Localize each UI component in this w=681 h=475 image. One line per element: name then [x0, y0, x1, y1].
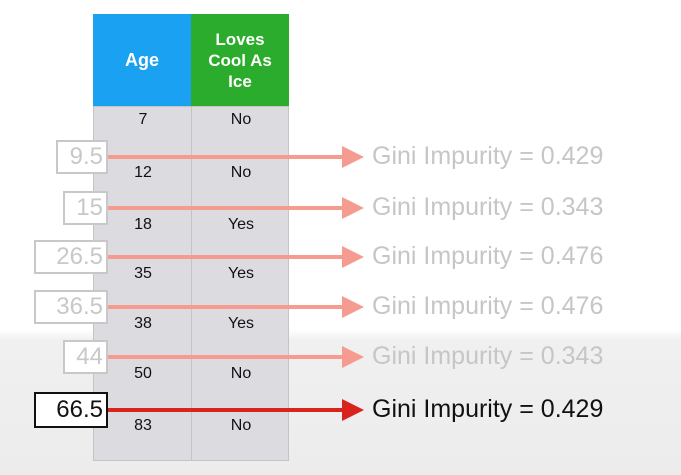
- loves-cell: No: [230, 365, 252, 382]
- age-cell: 83: [134, 417, 152, 434]
- arrow-shaft: [106, 155, 344, 159]
- loves-cool-as-ice-header: Loves Cool As Ice: [191, 14, 289, 106]
- loves-cell: Yes: [227, 216, 255, 233]
- age-cell: 50: [134, 365, 152, 382]
- threshold-value-box: 15: [63, 191, 108, 225]
- threshold-arrow: [106, 197, 364, 219]
- arrow-shaft: [106, 408, 344, 412]
- loves-cell: Yes: [227, 265, 255, 282]
- loves-cell: No: [230, 164, 252, 181]
- gini-impurity-label: Gini Impurity = 0.429: [372, 395, 604, 423]
- gini-impurity-label: Gini Impurity = 0.343: [372, 193, 604, 221]
- age-cell: 7: [138, 111, 148, 128]
- arrow-shaft: [106, 305, 344, 309]
- arrowhead-icon: [342, 246, 364, 268]
- gini-impurity-label: Gini Impurity = 0.476: [372, 292, 604, 320]
- column-divider: [191, 107, 192, 460]
- threshold-value-box: 26.5: [34, 240, 108, 274]
- data-table: Age Loves Cool As Ice 7 No 12 No 18 Yes 35 Yes 3…: [93, 14, 289, 461]
- threshold-value-box: 66.5: [34, 392, 108, 428]
- threshold-value-box: 44: [63, 340, 108, 374]
- arrow-shaft: [106, 255, 344, 259]
- loves-cell: No: [230, 417, 252, 434]
- table-body: 7 No 12 No 18 Yes 35 Yes 38 Yes 50 No 83 No: [93, 106, 289, 461]
- gini-impurity-label: Gini Impurity = 0.476: [372, 242, 604, 270]
- threshold-arrow: [106, 296, 364, 318]
- threshold-arrow: [106, 146, 364, 168]
- arrowhead-icon: [342, 296, 364, 318]
- threshold-value-box: 9.5: [56, 140, 108, 174]
- threshold-arrow: [106, 246, 364, 268]
- age-cell: 38: [134, 315, 152, 332]
- age-header: Age: [93, 14, 191, 106]
- arrowhead-icon: [342, 346, 364, 368]
- threshold-arrow: [106, 346, 364, 368]
- gini-impurity-label: Gini Impurity = 0.429: [372, 142, 604, 170]
- arrowhead-icon: [342, 146, 364, 168]
- age-cell: 18: [134, 216, 152, 233]
- arrowhead-icon: [342, 399, 364, 421]
- arrow-shaft: [106, 355, 344, 359]
- threshold-value-box: 36.5: [34, 290, 108, 324]
- loves-cell: No: [230, 111, 252, 128]
- age-cell: 35: [134, 265, 152, 282]
- threshold-arrow: [106, 399, 364, 421]
- arrow-shaft: [106, 206, 344, 210]
- arrowhead-icon: [342, 197, 364, 219]
- age-cell: 12: [134, 164, 152, 181]
- gini-impurity-label: Gini Impurity = 0.343: [372, 342, 604, 370]
- loves-cell: Yes: [227, 315, 255, 332]
